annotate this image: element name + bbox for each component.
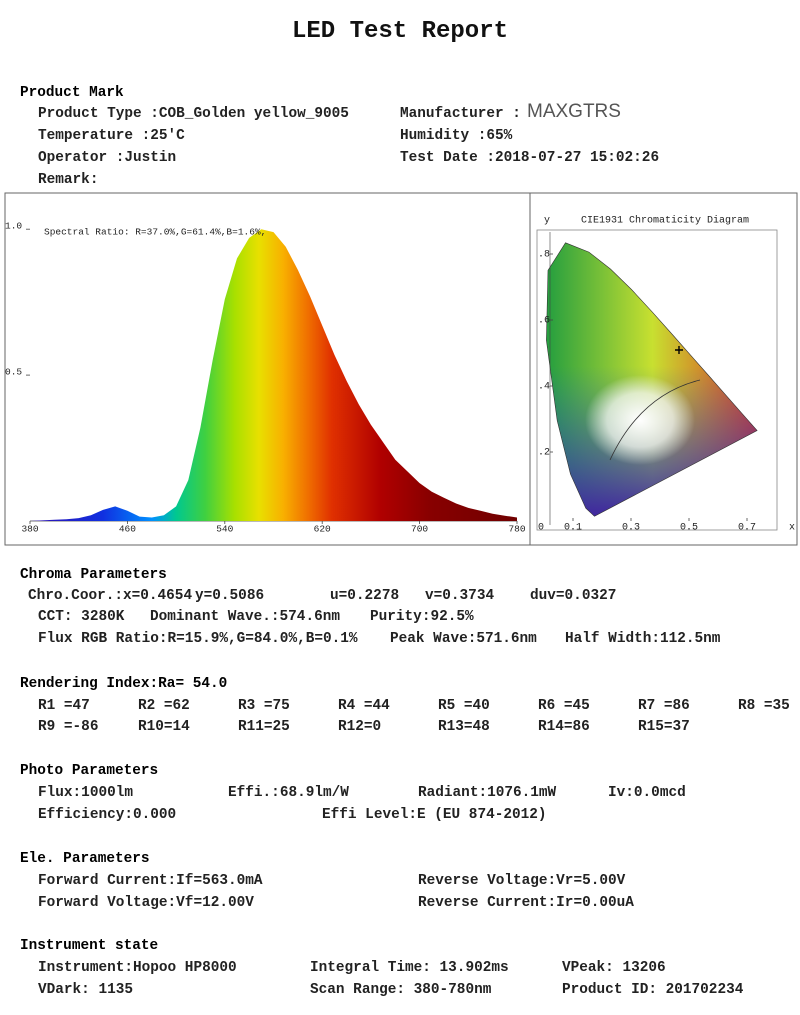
field: Dominant Wave.:574.6nm — [150, 609, 340, 625]
cie-title: CIE1931 Chromaticity Diagram — [581, 215, 749, 227]
field: Test Date :2018-07-27 15:02:26 — [400, 150, 660, 166]
x-tick-label: 780 — [508, 524, 525, 535]
field: Purity:92.5% — [370, 609, 474, 625]
field: R13=48 — [438, 719, 490, 735]
spectrum-area — [30, 229, 517, 521]
field: v=0.3734 — [425, 588, 495, 604]
field: Radiant:1076.1mW — [418, 785, 557, 801]
field: R7 =86 — [638, 698, 690, 714]
field: Product Type :COB_Golden yellow_9005 — [38, 106, 349, 122]
planckian-locus — [609, 379, 701, 461]
field: Operator :Justin — [38, 150, 177, 166]
spectrum-chart: 380 460 540 620 700 780 1.0 0.5 Spectral Ratio: … — [5, 221, 526, 535]
y-tick-label: 1.0 — [5, 221, 22, 232]
cie-x-label: x — [789, 523, 795, 534]
field: R11=25 — [238, 719, 290, 735]
measured-point — [675, 346, 683, 354]
field: Scan Range: 380-780nm — [310, 982, 492, 998]
section-heading: Photo Parameters — [20, 763, 159, 779]
field: Effi.:68.9lm/W — [228, 785, 349, 801]
x-tick-label: 460 — [119, 524, 136, 535]
field: Temperature :25'C — [38, 128, 185, 144]
cie-diagram-plot: y CIE1931 Chromaticity Diagram x — [536, 215, 795, 534]
chart-frame — [4, 192, 798, 546]
field: Product ID: 201702234 — [562, 982, 744, 998]
cie-origin-label: 0 — [538, 523, 544, 534]
y-tick-label: 0.5 — [5, 367, 22, 378]
field: R1 =47 — [38, 698, 90, 714]
field: Humidity :65% — [400, 128, 513, 144]
cie-y-tick-label: .6 — [538, 316, 550, 327]
field: CCT: 3280K — [38, 609, 125, 625]
cie-x-tick-label: 0.3 — [622, 523, 640, 534]
spectral-ratio: Spectral Ratio: R=37.0%,G=61.4%,B=1.6%, — [44, 227, 266, 238]
manufacturer-name: MAXGTRS — [527, 101, 621, 122]
field: Effi Level:E (EU 874-2012) — [322, 807, 547, 823]
x-tick-label: 540 — [216, 524, 233, 535]
field: Reverse Voltage:Vr=5.00V — [418, 873, 626, 889]
cie-x-tick-label: 0.1 — [564, 523, 582, 534]
field: R2 =62 — [138, 698, 190, 714]
cie-y-label: y — [544, 216, 550, 227]
field: Chro.Coor.:x=0.4654 — [28, 588, 193, 604]
section-heading: Chroma Parameters — [20, 567, 167, 583]
field: Flux:1000lm — [38, 785, 133, 801]
cie-y-tick-label: .4 — [538, 382, 550, 393]
field: Forward Current:If=563.0mA — [38, 873, 263, 889]
section-heading: Instrument state — [20, 938, 159, 954]
field: R14=86 — [538, 719, 590, 735]
cie-x-tick-label: 0.7 — [738, 523, 756, 534]
cie-ticks: .8 .6 .4 .2 0 0.1 0.3 0.5 0.7 — [538, 250, 756, 534]
field: VDark: 1135 — [38, 982, 133, 998]
field: Instrument:Hopoo HP8000 — [38, 960, 237, 976]
field: R3 =75 — [238, 698, 290, 714]
section-heading: Ele. Parameters — [20, 851, 150, 867]
x-tick-label: 700 — [411, 524, 428, 535]
field: R10=14 — [138, 719, 190, 735]
field: Flux RGB Ratio:R=15.9%,G=84.0%,B=0.1% — [38, 631, 358, 647]
field: R12=0 — [338, 719, 382, 735]
field: y=0.5086 — [195, 588, 265, 604]
field: R5 =40 — [438, 698, 490, 714]
field: R4 =44 — [338, 698, 390, 714]
field: R8 =35 — [738, 698, 790, 714]
field: Forward Voltage:Vf=12.00V — [38, 895, 254, 911]
field: Remark: — [38, 172, 99, 188]
section-heading: Product Mark — [20, 85, 124, 101]
report-title: LED Test Report — [291, 18, 509, 45]
field: VPeak: 13206 — [562, 960, 666, 976]
field: R15=37 — [638, 719, 690, 735]
field: Integral Time: 13.902ms — [310, 960, 509, 976]
field: u=0.2278 — [330, 588, 400, 604]
x-tick-label: 380 — [21, 524, 38, 535]
section-heading: Rendering Index:Ra= 54.0 — [20, 676, 228, 692]
cie-y-tick-label: .8 — [538, 250, 550, 261]
cie-x-tick-label: 0.5 — [680, 523, 698, 534]
spectral-locus — [546, 242, 758, 517]
field-label: Manufacturer : — [400, 106, 521, 122]
field: Iv:0.0mcd — [608, 785, 686, 801]
field: Half Width:112.5nm — [565, 631, 721, 647]
field: R9 =-86 — [38, 719, 99, 735]
field: duv=0.0327 — [530, 588, 617, 604]
field: Efficiency:0.000 — [38, 807, 177, 823]
field: Peak Wave:571.6nm — [390, 631, 537, 647]
x-tick-label: 620 — [314, 524, 331, 535]
cie-y-tick-label: .2 — [538, 448, 550, 459]
field: Reverse Current:Ir=0.00uA — [418, 895, 634, 911]
field: R6 =45 — [538, 698, 590, 714]
